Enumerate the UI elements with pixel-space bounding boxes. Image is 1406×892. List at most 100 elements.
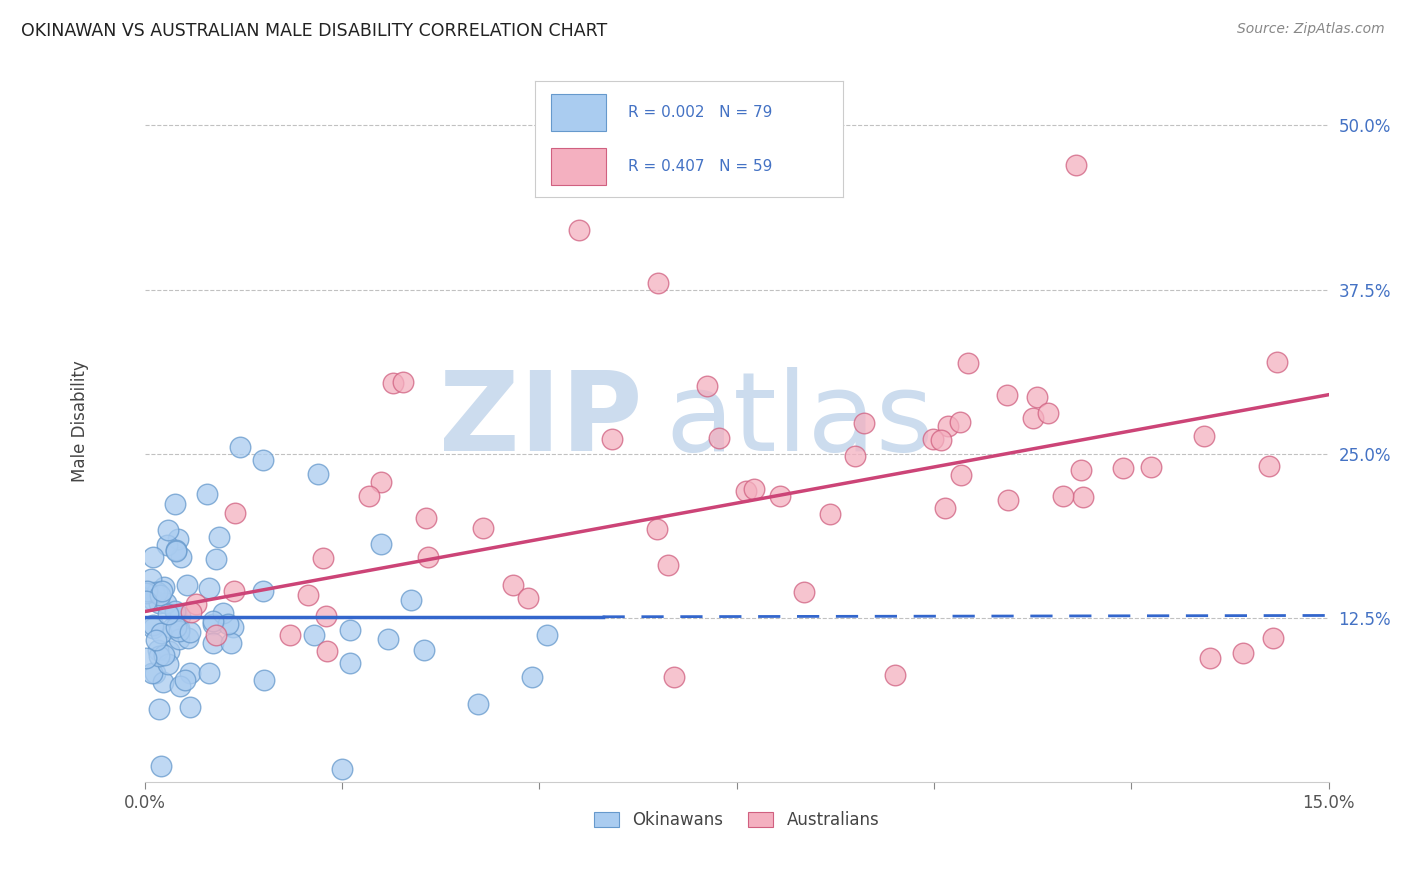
Point (956, 356, 979, 370)
Point (163, 497, 186, 511)
Point (145, 633, 167, 648)
Point (339, 623, 361, 637)
Point (170, 549, 193, 564)
Point (304, 627, 326, 641)
Text: ZIP: ZIP (439, 368, 643, 475)
Point (155, 596, 177, 610)
Point (142, 621, 165, 635)
Point (180, 606, 202, 620)
Point (995, 387, 1018, 401)
Point (645, 522, 668, 536)
Point (204, 551, 226, 566)
Point (278, 628, 301, 642)
Point (142, 550, 165, 565)
Point (153, 648, 176, 662)
Point (370, 475, 392, 490)
Point (205, 628, 228, 642)
Point (152, 674, 174, 689)
Point (135, 651, 157, 665)
Point (472, 521, 495, 535)
Point (1070, 463, 1092, 477)
Point (135, 586, 157, 600)
Point (1194, 428, 1216, 442)
Point (818, 507, 841, 521)
Point (742, 482, 765, 496)
Point (156, 607, 179, 621)
Point (167, 621, 190, 635)
Point (377, 632, 399, 646)
Point (793, 585, 815, 599)
Point (502, 578, 524, 592)
Point (142, 618, 165, 632)
Point (1026, 390, 1049, 404)
Point (169, 608, 191, 623)
Point (176, 632, 198, 646)
Point (148, 648, 170, 663)
Point (167, 532, 190, 546)
Point (169, 624, 191, 639)
Point (253, 673, 276, 688)
Point (222, 620, 245, 634)
Text: Source: ZipAtlas.com: Source: ZipAtlas.com (1237, 22, 1385, 37)
Point (664, 670, 686, 684)
Point (169, 679, 191, 693)
Point (520, 670, 543, 684)
Point (709, 431, 731, 445)
Point (157, 657, 180, 671)
Point (224, 506, 246, 520)
Point (208, 530, 231, 544)
Point (217, 616, 239, 631)
Point (1232, 647, 1254, 661)
Point (198, 581, 221, 595)
Point (219, 636, 242, 650)
Point (600, 433, 623, 447)
Point (1258, 458, 1281, 473)
Point (883, 667, 905, 681)
Point (339, 656, 361, 670)
Point (152, 580, 174, 594)
Point (734, 484, 756, 499)
Point (145, 665, 167, 680)
Point (315, 644, 337, 658)
Point (135, 594, 157, 608)
Point (252, 453, 274, 467)
Point (228, 440, 250, 454)
Point (467, 697, 489, 711)
Point (311, 550, 333, 565)
Point (162, 621, 184, 635)
Point (929, 433, 952, 447)
Point (370, 537, 392, 551)
Point (1036, 407, 1059, 421)
Point (142, 593, 165, 607)
Point (934, 500, 956, 515)
Point (141, 666, 163, 681)
Point (165, 604, 187, 618)
Point (148, 702, 170, 716)
Point (1199, 650, 1222, 665)
Point (413, 643, 436, 657)
Point (416, 549, 439, 564)
Point (146, 643, 169, 657)
Point (949, 467, 972, 482)
Point (157, 524, 180, 538)
Point (853, 417, 876, 431)
Point (149, 588, 172, 602)
Point (184, 597, 207, 611)
Point (202, 616, 225, 631)
Point (307, 467, 329, 481)
Point (176, 578, 198, 592)
Point (696, 379, 718, 393)
Point (297, 588, 319, 602)
Point (1111, 460, 1133, 475)
Point (1140, 459, 1163, 474)
Point (139, 573, 162, 587)
Point (1073, 490, 1095, 504)
Point (997, 493, 1019, 508)
Y-axis label: Male Disability: Male Disability (72, 360, 89, 482)
Point (146, 585, 169, 599)
Point (949, 415, 972, 429)
Legend: Okinawans, Australians: Okinawans, Australians (588, 804, 886, 836)
Point (1052, 489, 1074, 503)
Point (1265, 355, 1288, 369)
Point (149, 759, 172, 773)
